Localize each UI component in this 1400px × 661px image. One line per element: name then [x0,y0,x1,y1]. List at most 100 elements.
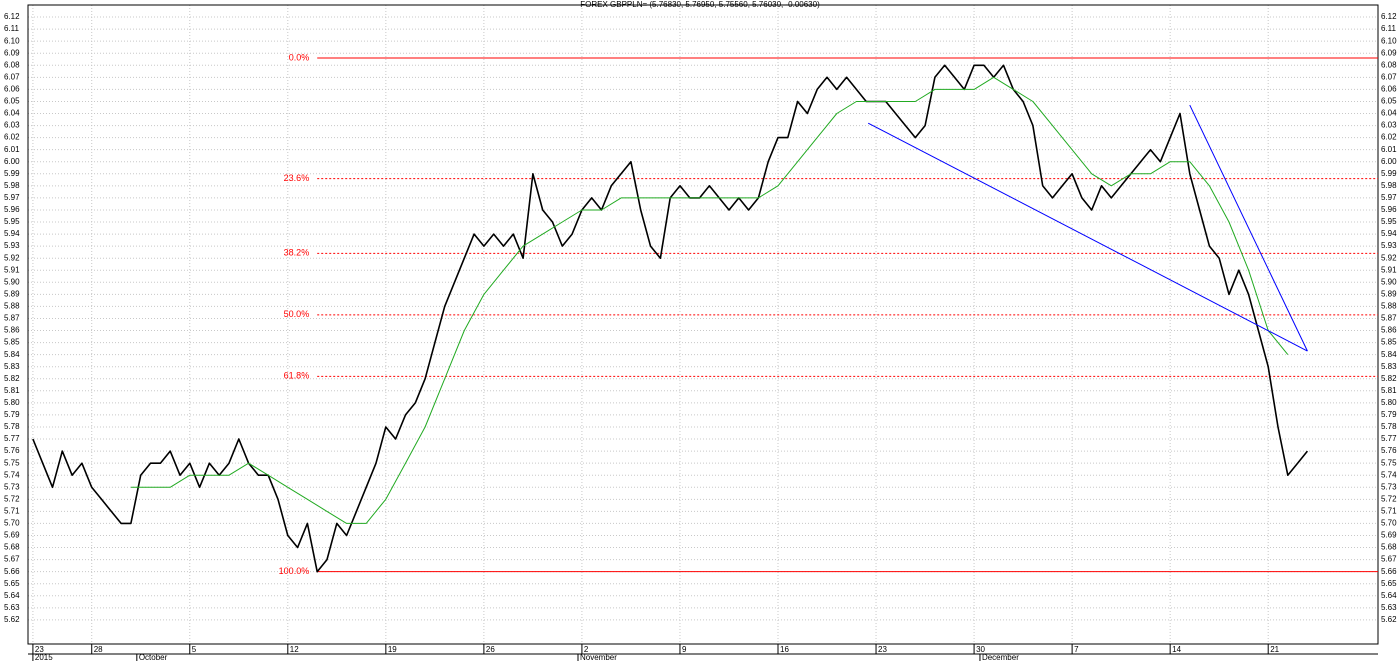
trendline [867,122,1308,352]
y-tick-label-right: 5.75 [1381,458,1397,467]
month-label: December [982,653,1019,661]
y-tick-label: 6.07 [4,72,20,81]
fib-label: 50.0% [284,309,310,319]
y-tick-label-right: 5.62 [1381,615,1397,624]
y-tick-label: 6.01 [4,145,20,154]
y-tick-label: 5.73 [4,482,20,491]
fib-label: 23.6% [284,173,310,183]
y-tick-label-right: 6.07 [1381,72,1397,81]
fib-label: 100.0% [279,566,310,576]
y-tick-label: 5.94 [4,229,20,238]
y-tick-label-right: 5.91 [1381,265,1397,274]
y-tick-label-right: 6.09 [1381,48,1397,57]
x-tick-label: 12 [290,645,299,654]
moving-average-line [130,76,1289,524]
y-tick-label-right: 5.95 [1381,217,1397,226]
y-tick-label-right: 5.80 [1381,398,1397,407]
y-tick-label-right: 5.78 [1381,422,1397,431]
y-tick-label-right: 6.12 [1381,12,1397,21]
month-label: October [139,653,168,661]
y-tick-label-right: 5.71 [1381,506,1397,515]
y-tick-label-right: 6.00 [1381,157,1397,166]
y-tick-label: 5.97 [4,193,20,202]
y-tick-label: 6.10 [4,36,20,45]
y-tick-label-right: 5.68 [1381,543,1397,552]
y-tick-label: 5.90 [4,277,20,286]
y-tick-label-right: 5.87 [1381,314,1397,323]
x-tick-label: 2 [584,645,589,654]
x-tick-label: 19 [388,645,397,654]
y-tick-label: 5.78 [4,422,20,431]
y-tick-label-right: 5.99 [1381,169,1397,178]
y-tick-label: 5.81 [4,386,20,395]
y-tick-label-right: 5.94 [1381,229,1397,238]
y-tick-label: 6.06 [4,85,20,94]
y-tick-label: 5.82 [4,374,20,383]
y-tick-label: 6.00 [4,157,20,166]
y-tick-label-right: 5.98 [1381,181,1397,190]
x-tick-label: 23 [878,645,887,654]
y-tick-label-right: 5.72 [1381,494,1397,503]
y-tick-label-right: 6.01 [1381,145,1397,154]
y-tick-label: 5.64 [4,591,20,600]
y-tick-label-right: 5.64 [1381,591,1397,600]
x-tick-label: 7 [1074,645,1079,654]
y-tick-label: 5.69 [4,531,20,540]
y-tick-label: 5.76 [4,446,20,455]
y-tick-label-right: 6.08 [1381,60,1397,69]
y-tick-label-right: 5.73 [1381,482,1397,491]
y-tick-label: 5.66 [4,567,20,576]
y-tick-label: 5.62 [4,615,20,624]
y-tick-label: 5.87 [4,314,20,323]
fib-label: 0.0% [289,52,310,62]
y-tick-label: 5.85 [4,338,20,347]
y-tick-label-right: 6.02 [1381,133,1397,142]
y-tick-label: 5.98 [4,181,20,190]
x-tick-label: 26 [486,645,495,654]
y-tick-label: 5.79 [4,410,20,419]
y-tick-label-right: 6.10 [1381,36,1397,45]
y-tick-label-right: 5.90 [1381,277,1397,286]
trendline [1189,104,1308,352]
y-tick-label: 5.70 [4,519,20,528]
y-tick-label-right: 5.84 [1381,350,1397,359]
y-tick-label-right: 6.06 [1381,85,1397,94]
x-tick-label: 30 [976,645,985,654]
y-tick-label: 5.74 [4,470,20,479]
y-tick-label: 5.93 [4,241,20,250]
y-tick-label-right: 5.77 [1381,434,1397,443]
y-tick-label: 5.84 [4,350,20,359]
x-tick-label: 5 [192,645,197,654]
y-tick-label: 5.77 [4,434,20,443]
month-label: 2015 [35,653,53,661]
x-tick-label: 16 [780,645,789,654]
y-tick-label: 5.71 [4,506,20,515]
fib-label: 61.8% [284,371,310,381]
y-tick-label-right: 5.85 [1381,338,1397,347]
y-tick-label: 6.03 [4,121,20,130]
y-tick-label-right: 5.88 [1381,302,1397,311]
y-tick-label: 5.92 [4,253,20,262]
x-tick-label: 21 [1270,645,1279,654]
y-tick-label-right: 5.83 [1381,362,1397,371]
y-tick-label: 5.68 [4,543,20,552]
y-tick-label: 5.65 [4,579,20,588]
y-tick-label: 5.72 [4,494,20,503]
y-tick-label: 5.75 [4,458,20,467]
y-tick-label-right: 6.11 [1381,24,1397,33]
y-tick-label-right: 5.70 [1381,519,1397,528]
y-tick-label: 5.83 [4,362,20,371]
y-tick-label: 5.91 [4,265,20,274]
y-tick-label: 5.89 [4,289,20,298]
y-tick-label-right: 5.92 [1381,253,1397,262]
y-tick-label: 5.80 [4,398,20,407]
x-tick-label: 28 [94,645,103,654]
y-tick-label-right: 6.03 [1381,121,1397,130]
y-tick-label: 5.96 [4,205,20,214]
y-tick-label-right: 5.67 [1381,555,1397,564]
y-tick-label: 5.88 [4,302,20,311]
y-tick-label-right: 5.93 [1381,241,1397,250]
y-tick-label-right: 5.81 [1381,386,1397,395]
y-tick-label-right: 5.82 [1381,374,1397,383]
